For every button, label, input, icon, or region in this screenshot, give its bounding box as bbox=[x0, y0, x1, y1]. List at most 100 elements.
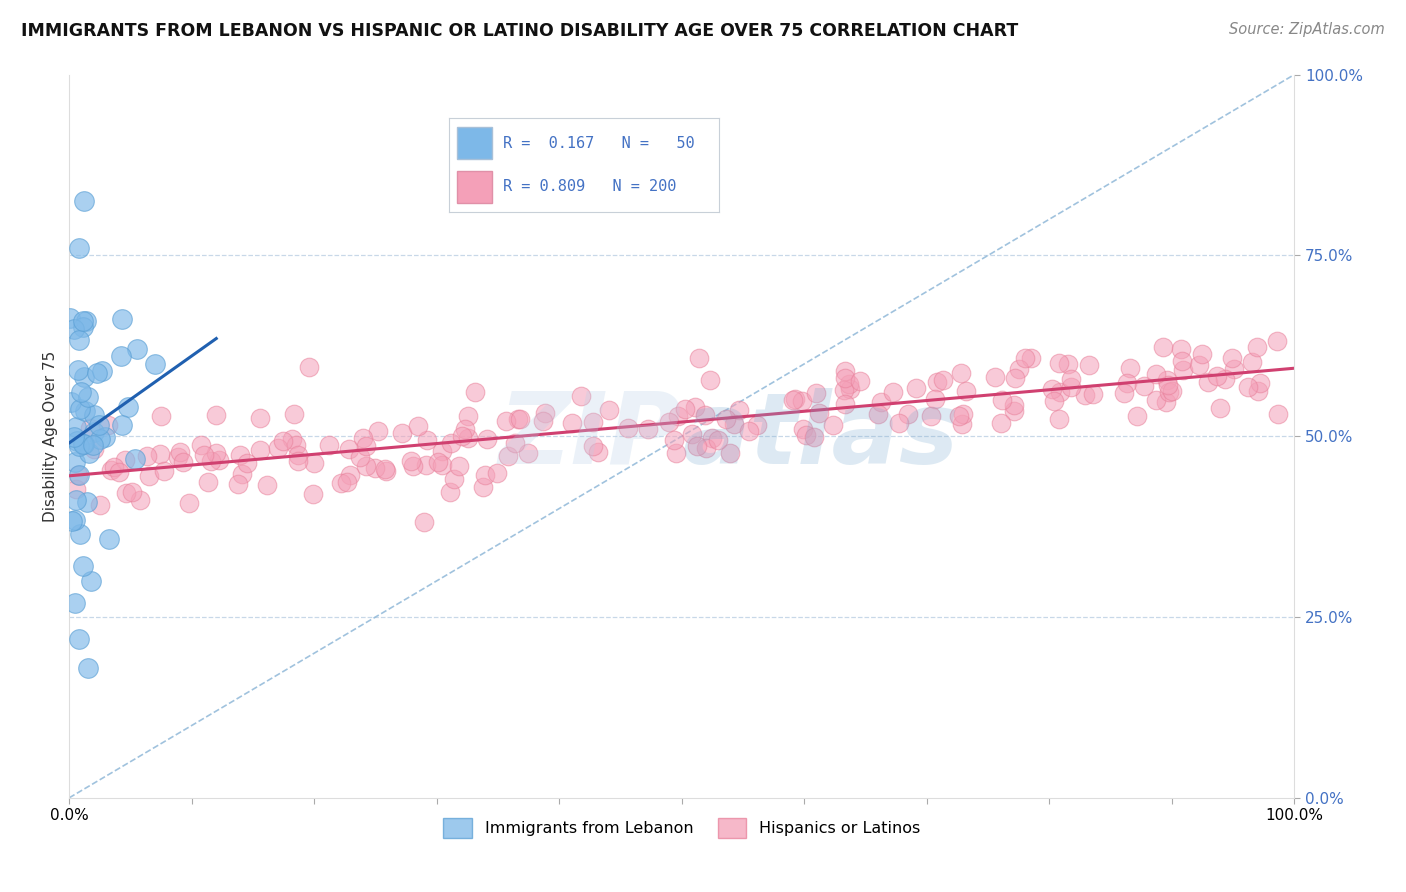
Point bbox=[952, 407, 974, 421]
Point bbox=[1112, 386, 1135, 401]
Point bbox=[1060, 380, 1083, 394]
Point bbox=[688, 351, 710, 366]
Point bbox=[177, 496, 200, 510]
Point bbox=[152, 464, 174, 478]
Point bbox=[1220, 351, 1243, 365]
Point bbox=[1040, 382, 1063, 396]
Point bbox=[67, 241, 90, 255]
Point bbox=[440, 435, 463, 450]
Point bbox=[498, 449, 520, 463]
Point bbox=[67, 632, 90, 646]
Point bbox=[1265, 334, 1288, 348]
Point bbox=[129, 492, 152, 507]
Point bbox=[952, 417, 974, 431]
Point bbox=[1057, 357, 1080, 371]
Point bbox=[284, 438, 307, 452]
Point bbox=[582, 415, 605, 429]
Point bbox=[695, 441, 717, 455]
Point bbox=[1133, 378, 1156, 392]
Point bbox=[97, 418, 120, 433]
Point bbox=[665, 446, 688, 460]
Point bbox=[1267, 407, 1289, 421]
Point bbox=[205, 409, 228, 423]
Point bbox=[72, 320, 94, 334]
Point bbox=[834, 364, 856, 378]
Point bbox=[1152, 340, 1174, 354]
Point bbox=[1156, 373, 1178, 387]
Point bbox=[83, 408, 105, 422]
Point bbox=[111, 311, 134, 326]
Point bbox=[1019, 351, 1042, 366]
Point bbox=[471, 480, 494, 494]
Point bbox=[200, 453, 222, 467]
Point bbox=[728, 403, 751, 417]
Point bbox=[83, 442, 105, 456]
Point bbox=[1043, 393, 1066, 408]
Point bbox=[60, 514, 83, 528]
Point bbox=[413, 516, 436, 530]
Point bbox=[197, 475, 219, 489]
Text: atlas: atlas bbox=[682, 388, 959, 484]
Point bbox=[66, 434, 89, 448]
Point bbox=[658, 415, 681, 429]
Point bbox=[668, 409, 690, 423]
Point bbox=[208, 453, 231, 467]
Point bbox=[67, 439, 90, 453]
Point bbox=[63, 321, 86, 335]
Point bbox=[1249, 376, 1271, 391]
Point bbox=[897, 407, 920, 421]
Point bbox=[115, 486, 138, 500]
Point bbox=[870, 395, 893, 409]
Point bbox=[1206, 369, 1229, 384]
Point bbox=[136, 450, 159, 464]
Point bbox=[83, 425, 105, 439]
Point bbox=[73, 404, 96, 418]
Point bbox=[475, 432, 498, 446]
Point bbox=[804, 385, 827, 400]
Point bbox=[100, 463, 122, 477]
Point bbox=[416, 433, 439, 447]
Point bbox=[1081, 387, 1104, 401]
Point bbox=[72, 370, 94, 384]
Point bbox=[1047, 412, 1070, 426]
Point bbox=[1126, 409, 1149, 424]
Point bbox=[1213, 371, 1236, 385]
Point bbox=[839, 382, 862, 396]
Point bbox=[693, 408, 716, 422]
Point bbox=[236, 456, 259, 470]
Point bbox=[65, 420, 87, 434]
Point bbox=[464, 384, 486, 399]
Point bbox=[486, 466, 509, 480]
Point bbox=[110, 349, 132, 363]
Point bbox=[1209, 401, 1232, 415]
Point bbox=[738, 424, 761, 438]
Point bbox=[66, 467, 89, 482]
Point bbox=[426, 454, 449, 468]
Point bbox=[702, 432, 724, 446]
Point bbox=[1119, 361, 1142, 376]
Point bbox=[783, 392, 806, 406]
Point bbox=[1059, 372, 1081, 386]
Point bbox=[69, 401, 91, 416]
Point bbox=[63, 455, 86, 469]
Point bbox=[256, 477, 278, 491]
Point bbox=[495, 415, 517, 429]
Point bbox=[790, 393, 813, 408]
Point bbox=[330, 475, 353, 490]
Point bbox=[82, 438, 104, 452]
Point bbox=[432, 458, 454, 472]
Point bbox=[451, 428, 474, 442]
Point bbox=[920, 409, 942, 423]
Point bbox=[1197, 376, 1219, 390]
Y-axis label: Disability Age Over 75: Disability Age Over 75 bbox=[44, 351, 58, 522]
Point bbox=[506, 412, 529, 426]
Point bbox=[699, 373, 721, 387]
Point bbox=[193, 449, 215, 463]
Point bbox=[283, 407, 305, 421]
Point bbox=[1008, 361, 1031, 376]
Point bbox=[534, 406, 557, 420]
Point bbox=[67, 467, 90, 482]
Point bbox=[1246, 340, 1268, 354]
Point bbox=[94, 430, 117, 444]
Point bbox=[301, 487, 323, 501]
